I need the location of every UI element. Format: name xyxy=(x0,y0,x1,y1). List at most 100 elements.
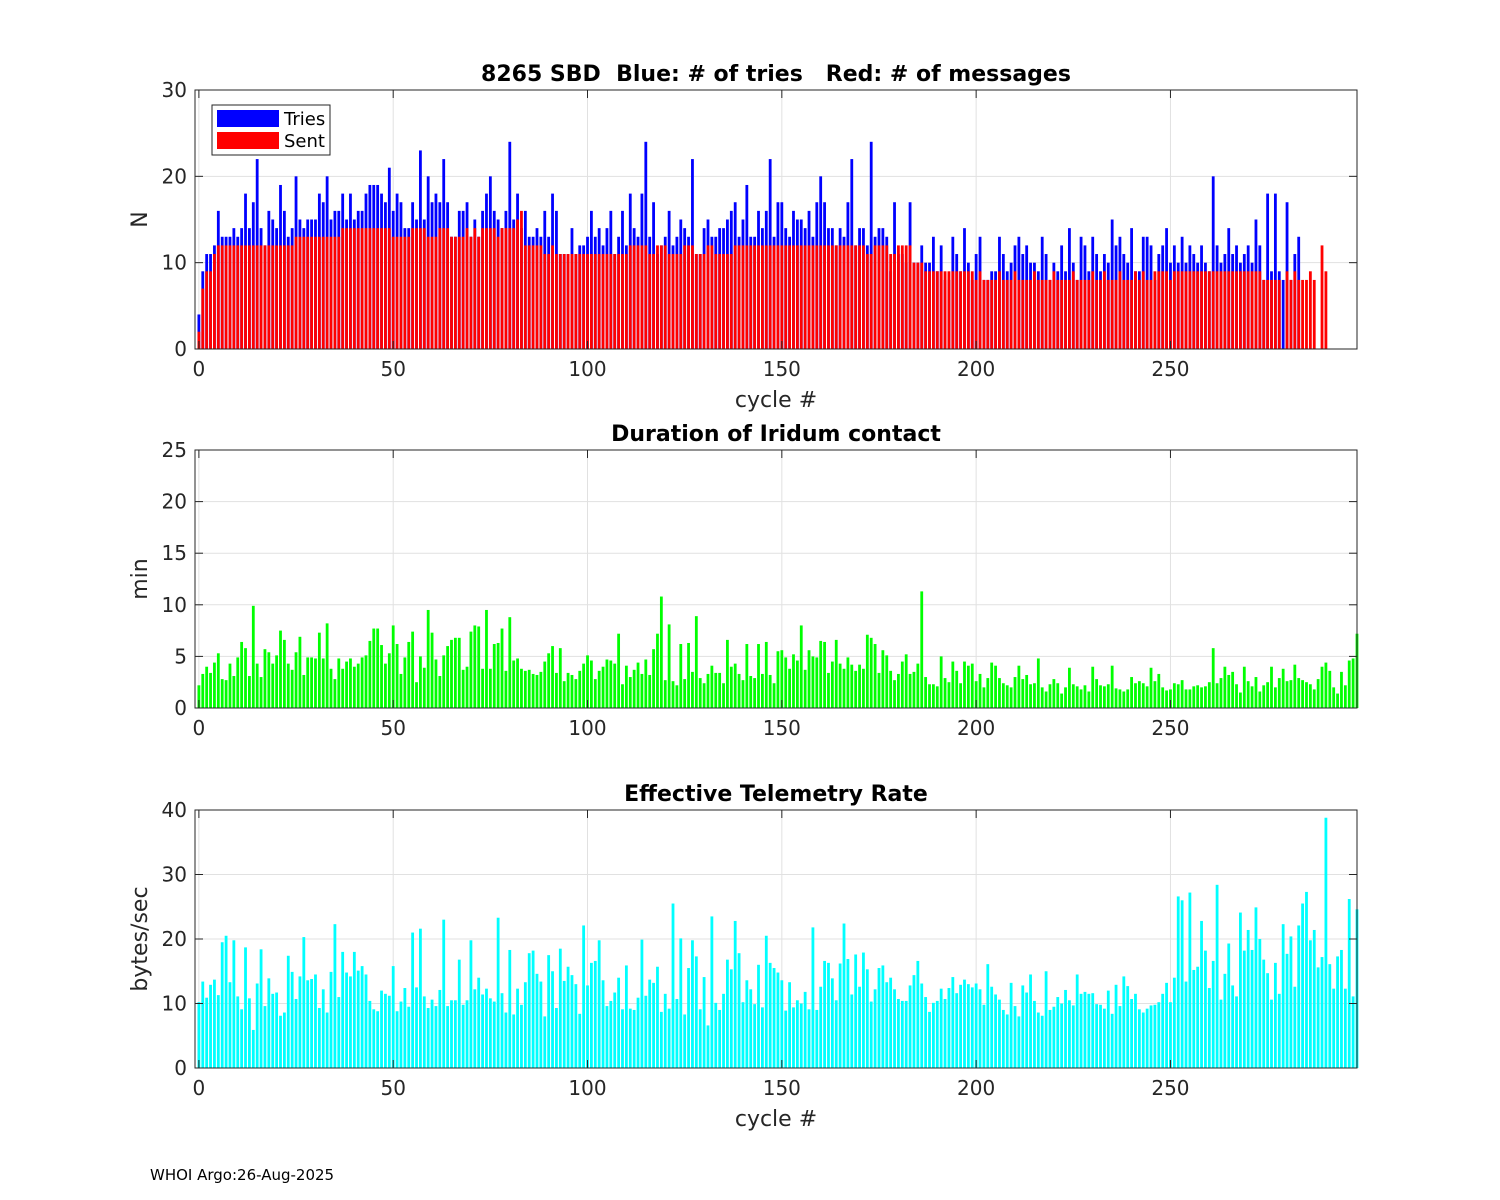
bar xyxy=(531,950,535,1068)
bar xyxy=(527,669,531,708)
bar xyxy=(694,616,698,708)
bar xyxy=(994,994,997,1068)
bar xyxy=(1227,674,1231,708)
bar xyxy=(865,634,869,708)
bar xyxy=(667,254,671,349)
bar xyxy=(714,1002,718,1068)
bar xyxy=(586,985,589,1068)
bar xyxy=(1087,691,1091,708)
bar xyxy=(570,254,574,349)
bar xyxy=(691,671,694,708)
bar xyxy=(1266,973,1270,1068)
bar xyxy=(1192,969,1196,1068)
bar xyxy=(1009,279,1013,349)
bar xyxy=(947,271,951,349)
bar xyxy=(1040,279,1044,349)
bar xyxy=(1308,684,1312,708)
bar xyxy=(1137,279,1141,349)
bar xyxy=(1250,686,1254,708)
bar xyxy=(772,683,776,708)
bar xyxy=(842,923,846,1068)
bar xyxy=(201,673,205,708)
bar xyxy=(1281,668,1285,708)
bar xyxy=(306,236,310,349)
bar xyxy=(1343,988,1347,1068)
bar xyxy=(485,988,488,1068)
bar xyxy=(244,245,247,349)
bar xyxy=(368,640,372,708)
bar xyxy=(1188,689,1192,708)
bar xyxy=(1141,1012,1145,1068)
bar xyxy=(1324,662,1328,708)
bar xyxy=(368,1000,372,1068)
bar xyxy=(811,656,815,708)
bar xyxy=(1266,279,1270,349)
bar xyxy=(795,245,799,349)
bar xyxy=(306,657,310,708)
bar xyxy=(1200,920,1203,1068)
bar xyxy=(827,245,830,349)
bar xyxy=(1044,971,1048,1068)
bar xyxy=(1176,684,1180,708)
bar xyxy=(597,670,601,708)
bar xyxy=(1106,279,1110,349)
bar xyxy=(566,966,570,1068)
bar xyxy=(1297,279,1301,349)
bar xyxy=(570,674,574,708)
bar xyxy=(970,987,974,1069)
bar xyxy=(1340,671,1343,708)
bar xyxy=(1258,691,1262,708)
bar xyxy=(535,674,539,708)
bar xyxy=(624,665,628,708)
bar xyxy=(1246,271,1250,349)
bar xyxy=(473,228,477,349)
bar xyxy=(1036,279,1040,349)
bar xyxy=(562,980,566,1068)
bar xyxy=(209,271,212,349)
bar xyxy=(1106,990,1110,1068)
bar xyxy=(632,245,636,349)
bar xyxy=(924,677,928,708)
bar xyxy=(453,236,457,349)
bar xyxy=(974,681,978,708)
bar xyxy=(842,668,846,708)
bar xyxy=(298,636,302,708)
bar xyxy=(807,245,811,349)
bar xyxy=(663,993,667,1068)
bar xyxy=(737,245,741,349)
bar xyxy=(1273,193,1277,349)
bar xyxy=(687,968,690,1068)
bar xyxy=(228,982,232,1068)
bar xyxy=(1009,982,1013,1068)
bar xyxy=(345,661,348,708)
bar xyxy=(733,920,737,1068)
bar xyxy=(675,685,679,708)
bar xyxy=(823,245,826,349)
bar xyxy=(1130,998,1133,1068)
bar xyxy=(1157,271,1161,349)
bar xyxy=(1153,271,1157,349)
bar xyxy=(881,650,885,708)
bar xyxy=(496,236,500,349)
bar xyxy=(376,628,380,708)
bar xyxy=(877,968,881,1068)
y-tick-label: 0 xyxy=(174,1056,187,1080)
bar xyxy=(652,649,655,708)
bar xyxy=(916,960,920,1068)
bar xyxy=(321,236,325,349)
bar xyxy=(337,236,341,349)
bar xyxy=(1169,1002,1172,1068)
bar xyxy=(889,670,893,708)
bar xyxy=(932,1002,935,1068)
bar xyxy=(1005,1014,1009,1068)
bar xyxy=(830,245,834,349)
bar xyxy=(496,642,500,708)
bar xyxy=(652,982,655,1068)
bar xyxy=(590,254,593,349)
bar xyxy=(508,949,512,1068)
x-axis-label: cycle # xyxy=(735,388,817,413)
bar xyxy=(683,245,687,349)
bar xyxy=(819,640,823,708)
bar xyxy=(325,236,329,349)
bar xyxy=(733,663,737,708)
